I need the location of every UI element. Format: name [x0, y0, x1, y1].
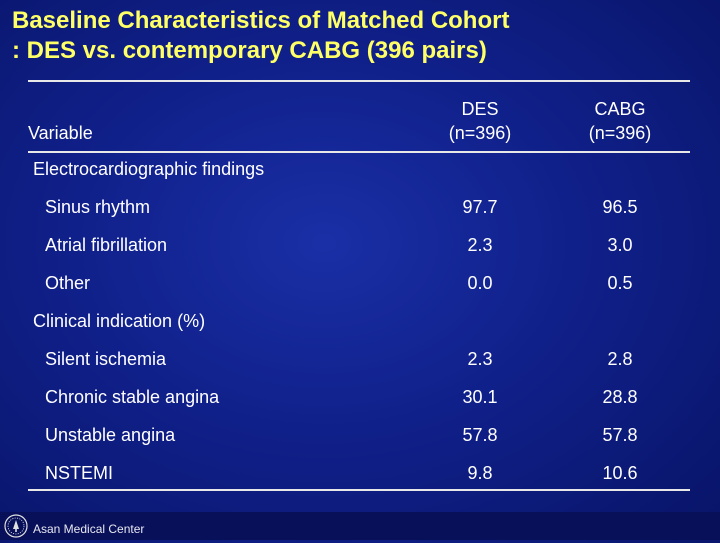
cell-cabg-chronic-stable-angina: 28.8 [602, 387, 638, 407]
footer-organization: Asan Medical Center [33, 522, 145, 536]
column-header-des-name: DES [461, 99, 499, 119]
cell-cabg-atrial-fibrillation: 3.0 [607, 235, 633, 255]
title-line-1: Baseline Characteristics of Matched Coho… [12, 7, 510, 34]
cell-des-chronic-stable-angina: 30.1 [462, 387, 498, 407]
row-label-sinus-rhythm: Sinus rhythm [45, 197, 151, 217]
row-label-silent-ischemia: Silent ischemia [45, 349, 167, 369]
cell-des-unstable-angina: 57.8 [462, 425, 498, 445]
cell-cabg-nstemi: 10.6 [602, 463, 638, 483]
footer-bar [0, 512, 720, 540]
row-label-unstable-angina: Unstable angina [45, 425, 176, 445]
cell-cabg-sinus-rhythm: 96.5 [602, 197, 638, 217]
table-bottom-rule [28, 489, 690, 491]
row-label-chronic-stable-angina: Chronic stable angina [45, 387, 220, 407]
cell-des-atrial-fibrillation: 2.3 [467, 235, 493, 255]
cell-des-sinus-rhythm: 97.7 [462, 197, 498, 217]
cell-des-silent-ischemia: 2.3 [467, 349, 493, 369]
section-header-clinical-indication: Clinical indication (%) [33, 311, 206, 331]
section-header-ecg: Electrocardiographic findings [33, 159, 265, 179]
cell-cabg-unstable-angina: 57.8 [602, 425, 638, 445]
slide-title: Baseline Characteristics of Matched Coho… [12, 6, 702, 66]
column-header-cabg-name: CABG [594, 99, 646, 119]
column-header-cabg: CABG (n=396) [550, 97, 690, 145]
cell-des-nstemi: 9.8 [467, 463, 493, 483]
row-label-other: Other [45, 273, 91, 293]
table-header-rule [28, 151, 690, 153]
cell-des-other: 0.0 [467, 273, 493, 293]
column-header-des-n: (n=396) [448, 123, 512, 143]
variable-header: Variable [28, 123, 93, 143]
cell-cabg-silent-ischemia: 2.8 [607, 349, 633, 369]
column-header-des: DES (n=396) [410, 97, 550, 145]
row-label-nstemi: NSTEMI [45, 463, 114, 483]
title-line-2: : DES vs. contemporary CABG (396 pairs) [12, 37, 487, 64]
table-top-rule [28, 80, 690, 82]
hospital-emblem-icon [4, 514, 28, 538]
row-label-atrial-fibrillation: Atrial fibrillation [45, 235, 168, 255]
cell-cabg-other: 0.5 [607, 273, 633, 293]
column-header-cabg-n: (n=396) [588, 123, 652, 143]
